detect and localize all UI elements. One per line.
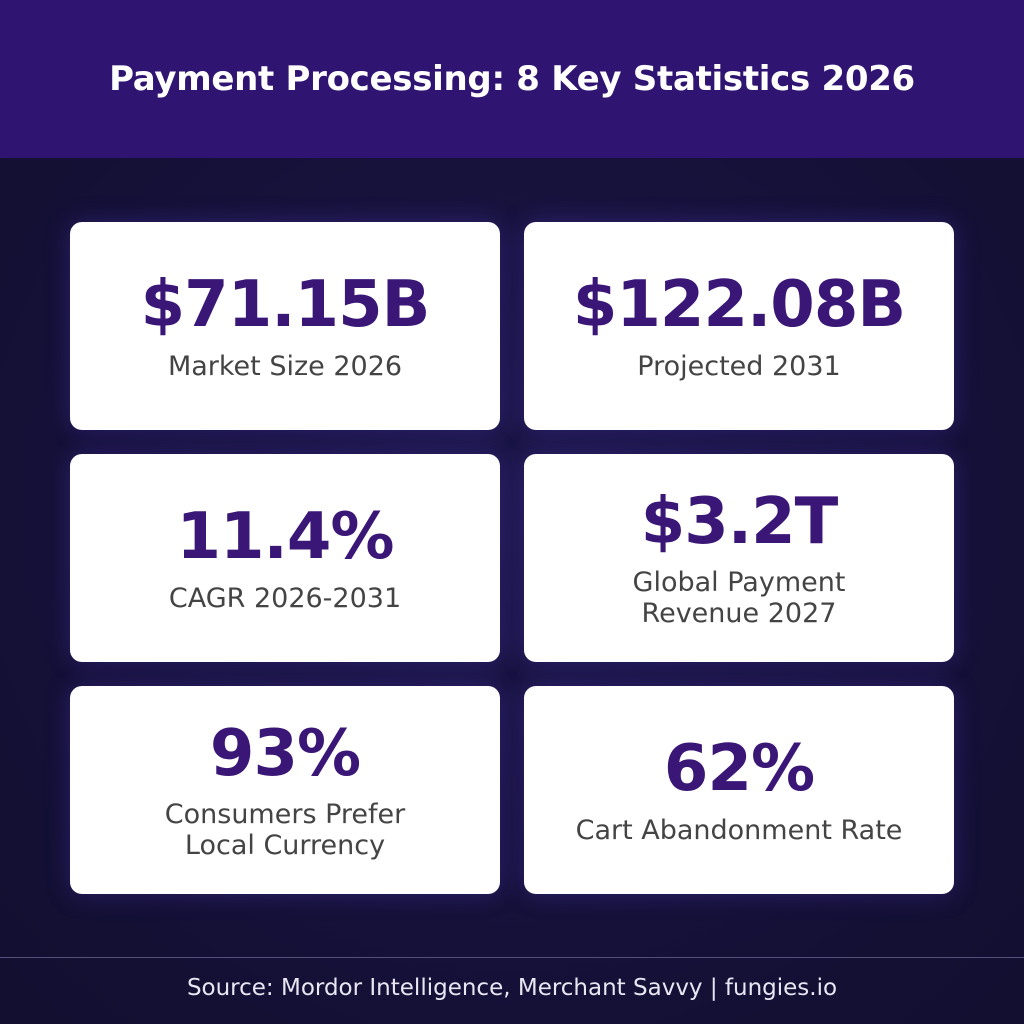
stat-card: 93% Consumers Prefer Local Currency [70,686,500,894]
stat-value: 62% [663,732,815,807]
stat-value: 11.4% [176,500,394,575]
stat-card: 62% Cart Abandonment Rate [524,686,954,894]
stat-label: Global Payment Revenue 2027 [632,567,846,630]
header: Payment Processing: 8 Key Statistics 202… [0,0,1024,158]
stat-card: $122.08B Projected 2031 [524,222,954,430]
stat-label: Projected 2031 [637,350,841,382]
stat-label: Market Size 2026 [167,350,403,382]
stat-card: 11.4% CAGR 2026-2031 [70,454,500,662]
stat-value: 93% [209,716,361,791]
stat-label: Cart Abandonment Rate [575,814,903,846]
divider [0,957,1024,958]
stat-value: $3.2T [640,484,839,559]
stat-value: $71.15B [140,268,431,343]
card-grid: $71.15B Market Size 2026 $122.08B Projected… [70,222,954,894]
stat-label: Consumers Prefer Local Currency [164,799,406,862]
source: Source: Mordor Intelligence, Merchant Sa… [186,975,838,1001]
title: Payment Processing: 8 Key Statistics 202… [109,59,915,99]
stat-value: $122.08B [572,268,906,343]
stat-label: CAGR 2026-2031 [168,582,402,614]
stat-card: $3.2T Global Payment Revenue 2027 [524,454,954,662]
stat-card: $71.15B Market Size 2026 [70,222,500,430]
